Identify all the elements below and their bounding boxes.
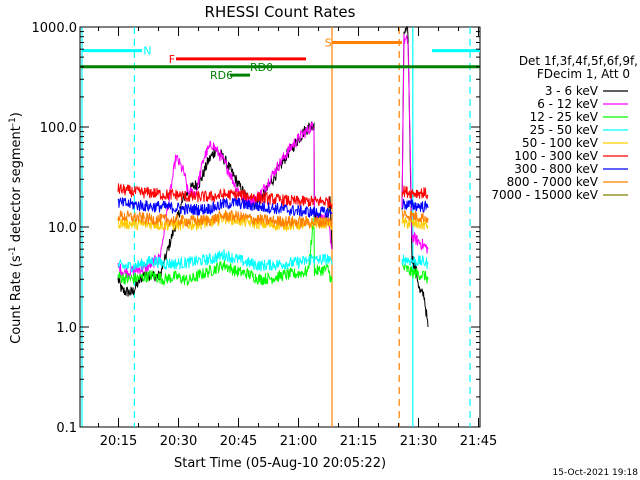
series-curve	[117, 197, 429, 219]
footer-timestamp: 15-Oct-2021 19:18	[553, 468, 639, 478]
flag-label: RD0	[250, 61, 273, 74]
series-line	[117, 209, 333, 230]
y-tick-label: 10.0	[48, 221, 77, 236]
x-tick-label: 21:00	[280, 434, 317, 449]
series-line	[117, 121, 333, 279]
legend-label: 50 - 100 keV	[522, 136, 599, 150]
series-curve	[117, 26, 429, 328]
x-tick-label: 20:45	[220, 434, 257, 449]
plot-area: N F S RD0 RD6	[79, 26, 481, 428]
series-line	[401, 216, 429, 231]
series-line	[401, 185, 429, 200]
flag-label: N	[143, 45, 151, 58]
x-axis-label: Start Time (05-Aug-10 20:05:22)	[174, 456, 386, 471]
series-line	[401, 34, 429, 254]
x-tick-label: 21:30	[400, 434, 437, 449]
series-line	[117, 215, 333, 287]
series-curve	[117, 215, 429, 287]
y-tick-label: 1000.0	[32, 21, 78, 36]
series-line	[401, 198, 429, 213]
legend-label: 300 - 800 keV	[514, 162, 598, 176]
series-line	[117, 183, 333, 209]
series-line	[401, 263, 429, 284]
series-line	[117, 121, 333, 297]
legend-header-line-1: Det 1f,3f,4f,5f,6f,9f,	[519, 54, 638, 68]
chart-title: RHESSI Count Rates	[205, 3, 356, 21]
x-tick-label: 21:45	[460, 434, 497, 449]
legend-header-line-2: FDecim 1, Att 0	[537, 67, 630, 81]
legend-label: 7000 - 15000 keV	[491, 188, 598, 202]
legend-label: 800 - 7000 keV	[507, 175, 599, 189]
series-line	[401, 209, 429, 223]
y-tick-label: 0.1	[56, 421, 77, 436]
series-line	[117, 249, 333, 273]
legend-label: 100 - 300 keV	[514, 149, 598, 163]
x-tick-label: 21:15	[340, 434, 377, 449]
flag-label: F	[169, 53, 175, 66]
legend-label: 25 - 50 keV	[530, 123, 599, 137]
legend-label: 12 - 25 keV	[530, 110, 599, 124]
series-curve	[117, 249, 429, 273]
y-tick-label: 100.0	[40, 121, 77, 136]
x-tick-label: 20:15	[100, 434, 137, 449]
flag-label: RD6	[210, 69, 233, 82]
series-line	[401, 254, 429, 269]
x-axis: 20:15 20:30 20:45 21:00 21:15 21:30 21:45	[98, 27, 497, 449]
y-axis: 0.1 1.0 10.0 100.0 1000.0	[32, 21, 480, 436]
legend-label: 3 - 6 keV	[545, 84, 599, 98]
series-curve	[117, 209, 429, 230]
x-tick-label: 20:30	[160, 434, 197, 449]
series-curve	[117, 183, 429, 209]
series-line	[401, 26, 429, 328]
y-tick-label: 1.0	[56, 321, 77, 336]
series-line	[117, 197, 333, 219]
legend-label: 6 - 12 keV	[537, 97, 599, 111]
legend: Det 1f,3f,4f,5f,6f,9f, FDecim 1, Att 0 3…	[491, 54, 638, 202]
series-curve	[117, 34, 429, 279]
y-axis-label: Count Rate (s-1 detector segment-1)	[8, 112, 24, 344]
flag-label: S	[325, 36, 332, 49]
